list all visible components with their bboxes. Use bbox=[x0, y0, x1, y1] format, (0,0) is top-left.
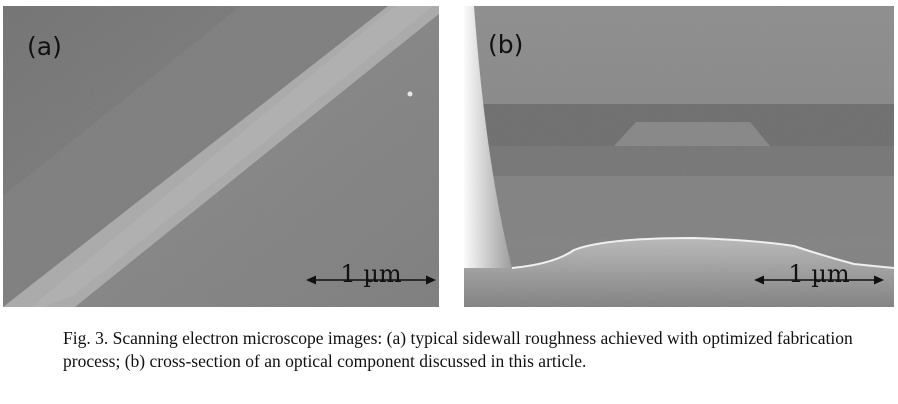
panel-label-b: (b) bbox=[488, 30, 524, 59]
double-arrow-icon bbox=[306, 275, 436, 285]
scale-bar-b: 1 µm bbox=[754, 260, 884, 300]
scale-label-a: 1 µm bbox=[340, 260, 402, 288]
panel-label-a: (a) bbox=[27, 32, 62, 61]
scale-label-b: 1 µm bbox=[788, 260, 850, 288]
sem-image-b-graphic bbox=[464, 6, 894, 307]
scale-bar-a: 1 µm bbox=[306, 260, 436, 300]
sem-image-a: (a) 1 µm bbox=[3, 6, 439, 307]
figure-caption: Fig. 3. Scanning electron microscope ima… bbox=[63, 328, 853, 371]
sem-image-a-graphic bbox=[3, 6, 439, 307]
sem-image-b: (b) 1 µm bbox=[464, 6, 894, 307]
double-arrow-icon bbox=[754, 275, 884, 285]
